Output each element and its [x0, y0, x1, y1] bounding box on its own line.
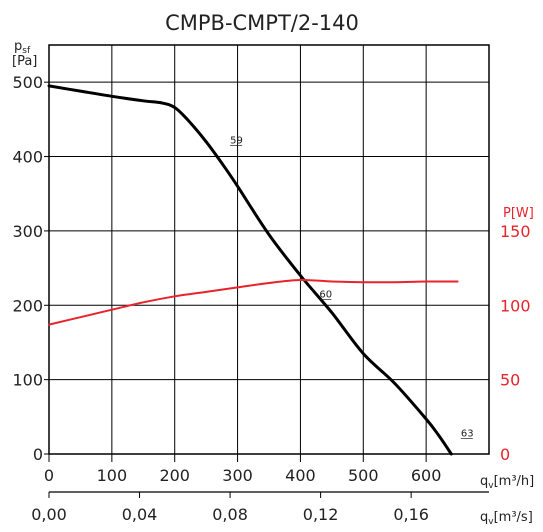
grid: [48, 45, 489, 455]
y-right-tick-label: 50: [500, 371, 520, 390]
curve-point-label: 59: [230, 136, 243, 147]
plot-frame: [48, 44, 490, 455]
y-left-tick-label: 500: [12, 73, 43, 92]
y-left-tick-label: 300: [12, 222, 43, 241]
x-secondary-tick-label: 0,00: [31, 505, 67, 524]
y-left-tick-label: 100: [12, 371, 43, 390]
x-secondary-tick-label: 0,16: [393, 505, 429, 524]
x-tick-label: 400: [285, 466, 316, 485]
y-left-label: psf: [14, 39, 31, 56]
y-left-tick-label: 200: [12, 296, 43, 315]
y-right-tick-label: 150: [500, 222, 531, 241]
curve-point-label: 60: [319, 290, 332, 301]
x-tick-label: 100: [97, 466, 128, 485]
curve-point-label: 63: [461, 429, 474, 440]
y-right-label: P[W]: [503, 206, 534, 221]
y-right-tick-label: 100: [500, 296, 531, 315]
x-tick-label: 600: [411, 466, 442, 485]
chart-title: CMPB-CMPT/2-140: [165, 11, 359, 35]
x-tick-label: 0: [44, 466, 54, 485]
y-left-tick-label: 0: [33, 445, 43, 464]
y-left-unit: [Pa]: [12, 54, 37, 69]
y-right-tick-label: 0: [500, 445, 510, 464]
series-lines: [47, 84, 459, 456]
x-secondary-tick-label: 0,04: [122, 505, 158, 524]
tick-labels: 0 100 200 300 400 500 600 0 100 200 300 400 500 0 50 10…: [12, 73, 530, 524]
x-secondary-tick-label: 0,12: [303, 505, 339, 524]
x-tick-label: 300: [222, 466, 253, 485]
annotations: 59 60 63: [230, 136, 474, 440]
x-tick-label: 200: [159, 466, 190, 485]
x-tick-label: 500: [348, 466, 379, 485]
x-secondary-tick-label: 0,08: [212, 505, 248, 524]
y-left-tick-label: 400: [12, 148, 43, 167]
x-primary-label: qv[m³/h]: [480, 474, 534, 491]
pressure-curve: [47, 84, 453, 456]
power-curve: [48, 278, 459, 326]
x-secondary-label: qv[m³/s]: [480, 510, 533, 527]
